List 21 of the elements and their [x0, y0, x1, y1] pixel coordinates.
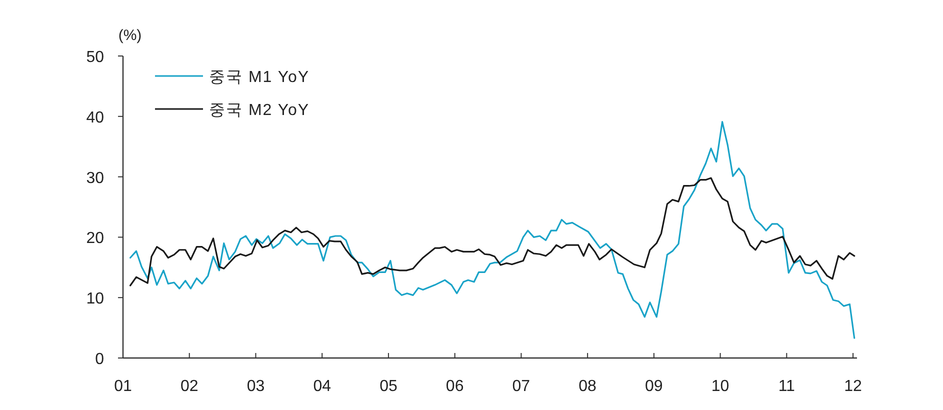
- x-tick-label: 09: [645, 378, 663, 395]
- y-tick-label: 10: [86, 290, 104, 308]
- legend-label: 중국 M1 YoY: [209, 69, 310, 86]
- x-tick-label: 02: [180, 378, 198, 395]
- x-tick-label: 10: [711, 378, 730, 395]
- x-tick-label: 03: [246, 378, 265, 395]
- y-tick-label: 50: [86, 49, 104, 66]
- x-tick-label: 08: [578, 378, 597, 395]
- y-tick-label: 20: [86, 230, 104, 248]
- x-tick-label: 11: [778, 378, 796, 395]
- y-tick-label: 30: [86, 170, 104, 187]
- y-tick-label: 0: [95, 351, 104, 368]
- x-tick-label: 06: [446, 378, 464, 395]
- y-tick-label: 40: [86, 109, 104, 126]
- y-axis-title: (%): [118, 27, 142, 44]
- x-tick-label: 05: [380, 378, 398, 395]
- legend-label: 중국 M2 YoY: [209, 102, 310, 119]
- x-tick-label: 07: [512, 378, 530, 395]
- x-tick-label: 01: [114, 378, 132, 395]
- x-tick-label: 12: [844, 378, 862, 395]
- x-tick-label: 04: [313, 378, 332, 395]
